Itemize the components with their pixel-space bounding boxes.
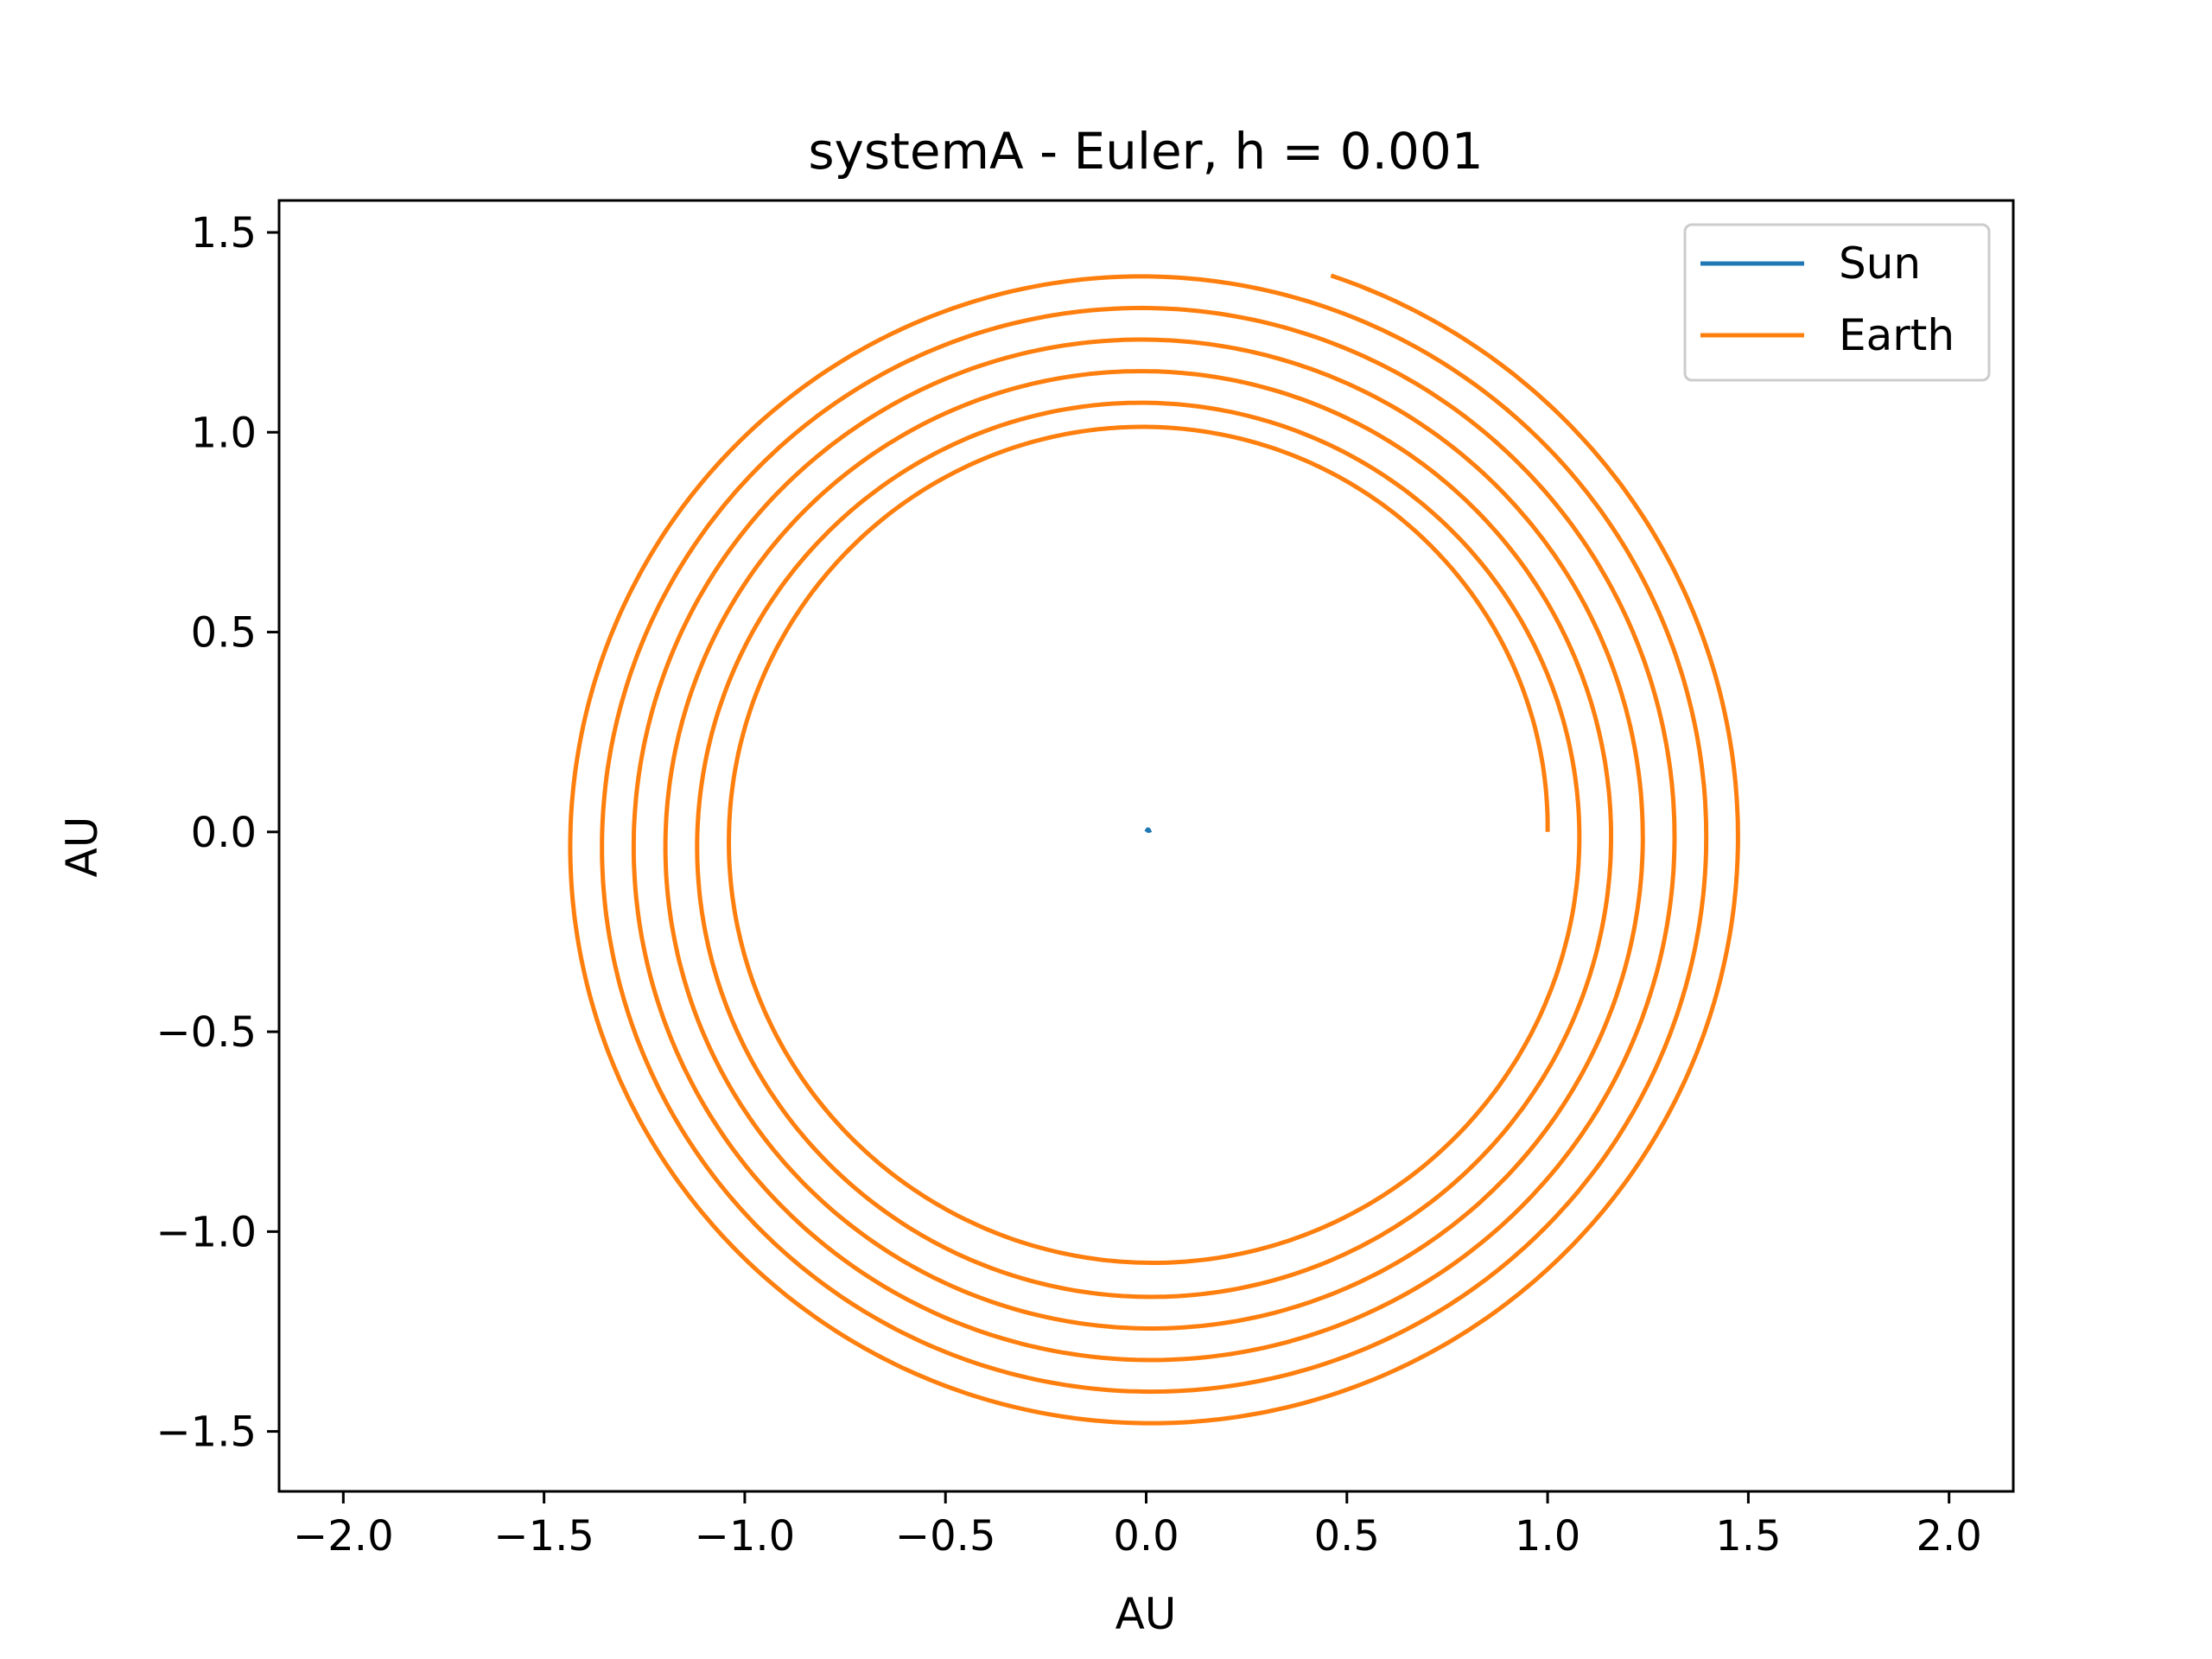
x-tick-label: −2.0 — [293, 1512, 394, 1560]
chart-title: systemA - Euler, h = 0.001 — [808, 122, 1483, 181]
legend: Sun Earth — [1683, 223, 1991, 382]
x-tick-label: 1.5 — [1715, 1512, 1781, 1560]
y-tick-label: −1.0 — [156, 1208, 257, 1256]
y-tick-label: 1.0 — [191, 409, 257, 457]
x-tick-label: 0.0 — [1113, 1512, 1179, 1560]
series-line-sun — [1144, 827, 1153, 834]
x-tick-label: −0.5 — [895, 1512, 996, 1560]
legend-label-sun: Sun — [1839, 238, 1921, 289]
y-tick-label: 0.5 — [191, 609, 257, 658]
x-tick-label: −1.0 — [695, 1512, 796, 1560]
y-tick-label: 0.0 — [191, 809, 257, 857]
y-tick-label: −1.5 — [156, 1408, 257, 1457]
x-axis: −2.0 −1.5 −1.0 −0.5 0.0 0.5 1.0 1.5 2.0 — [293, 1491, 1982, 1560]
x-tick-label: 2.0 — [1916, 1512, 1981, 1560]
x-axis-label: AU — [1116, 1589, 1177, 1639]
series-layer — [568, 273, 1740, 1426]
x-tick-label: −1.5 — [493, 1512, 594, 1560]
legend-label-earth: Earth — [1839, 310, 1955, 360]
y-tick-label: 1.5 — [191, 209, 257, 257]
x-tick-label: 0.5 — [1314, 1512, 1380, 1560]
x-tick-label: 1.0 — [1515, 1512, 1580, 1560]
y-axis-label: AU — [57, 817, 107, 878]
y-axis: −1.5 −1.0 −0.5 0.0 0.5 1.0 1.5 — [156, 209, 279, 1457]
series-line-earth — [568, 273, 1740, 1426]
y-tick-label: −0.5 — [156, 1008, 257, 1057]
